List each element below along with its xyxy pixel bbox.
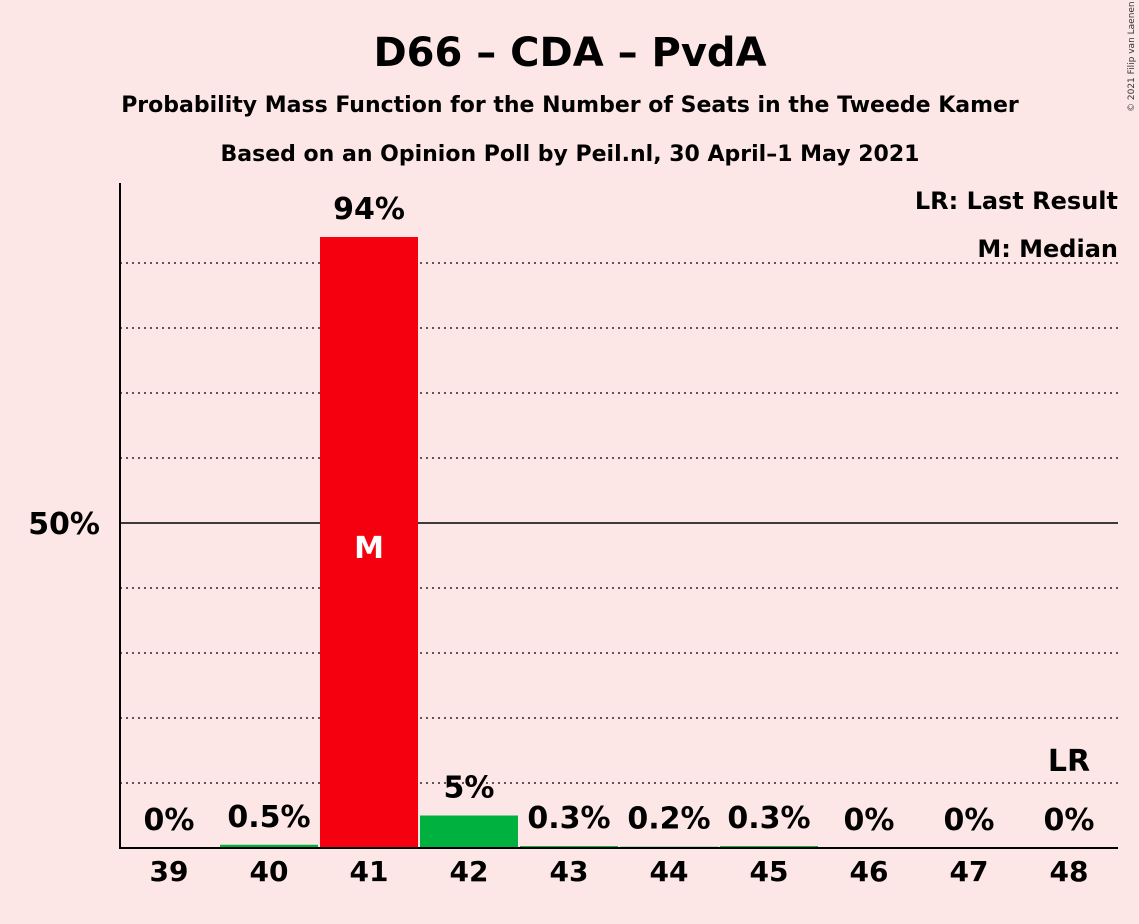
value-label-42: 5% (444, 771, 495, 806)
gridlines (120, 262, 1118, 784)
value-label-40: 0.5% (227, 800, 310, 835)
bar-41 (320, 237, 418, 848)
bar-40 (220, 844, 318, 848)
x-tick-labels: 39 40 41 42 43 44 45 46 47 48 (150, 855, 1089, 888)
median-marker: M (354, 531, 384, 566)
bar-42 (420, 815, 518, 848)
value-label-43: 0.3% (527, 801, 610, 836)
x-tick-46: 46 (850, 855, 889, 888)
value-label-47: 0% (944, 803, 995, 838)
value-label-48: 0% (1044, 803, 1095, 838)
x-tick-43: 43 (550, 855, 589, 888)
x-tick-47: 47 (950, 855, 989, 888)
chart-subtitle: Probability Mass Function for the Number… (121, 93, 1019, 118)
last-result-marker: LR (1048, 744, 1090, 779)
x-tick-40: 40 (250, 855, 289, 888)
chart-subtitle-source: Based on an Opinion Poll by Peil.nl, 30 … (221, 142, 920, 167)
legend-last-result: LR: Last Result (915, 187, 1118, 215)
legend-median: M: Median (977, 235, 1118, 263)
x-tick-44: 44 (650, 855, 689, 888)
chart-title: D66 – CDA – PvdA (373, 30, 766, 76)
y-tick-label-50: 50% (28, 507, 100, 542)
x-tick-41: 41 (350, 855, 389, 888)
value-label-44: 0.2% (627, 802, 710, 837)
bars (220, 237, 818, 849)
x-tick-45: 45 (750, 855, 789, 888)
x-tick-42: 42 (450, 855, 489, 888)
value-label-45: 0.3% (727, 801, 810, 836)
value-labels: 0% 0.5% 94% M 5% 0.3% 0.2% 0.3% 0% 0% 0% LR (144, 192, 1095, 838)
copyright-note: © 2021 Filip van Laenen (1127, 1, 1137, 112)
value-label-41: 94% (333, 192, 405, 227)
value-label-39: 0% (144, 803, 195, 838)
value-label-46: 0% (844, 803, 895, 838)
x-tick-48: 48 (1050, 855, 1089, 888)
x-tick-39: 39 (150, 855, 189, 888)
